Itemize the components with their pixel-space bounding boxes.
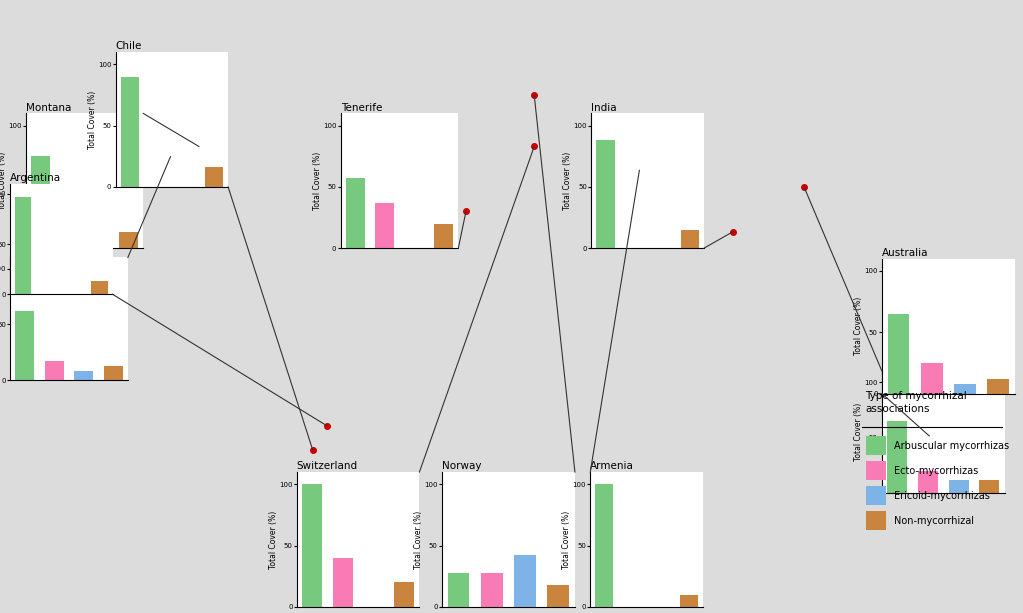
Bar [121,77,139,187]
Y-axis label: Total Cover (%): Total Cover (%) [564,151,572,210]
Text: Ecto-mycorrhizas: Ecto-mycorrhizas [894,466,978,476]
FancyBboxPatch shape [865,486,886,505]
Bar [75,371,93,380]
Bar [596,140,615,248]
Text: Arbuscular mycorrhizas: Arbuscular mycorrhizas [894,441,1010,451]
Text: Switzerland: Switzerland [297,461,358,471]
Bar [918,471,938,493]
Text: India: India [591,102,617,113]
Bar [14,197,32,294]
Text: Montana: Montana [26,102,71,113]
Bar [394,582,414,607]
Text: Australia: Australia [882,248,928,258]
Text: Tenerife: Tenerife [341,102,382,113]
FancyBboxPatch shape [865,461,886,481]
Y-axis label: Total Cover (%): Total Cover (%) [414,510,422,569]
Bar [91,281,108,294]
Bar [680,230,699,248]
Bar [45,361,63,380]
Bar [332,558,353,607]
Y-axis label: Total Cover (%): Total Cover (%) [854,297,862,356]
Bar [15,311,35,380]
Bar [987,379,1009,394]
Text: Non-mycorrhizal: Non-mycorrhizal [894,516,974,526]
Bar [60,234,79,248]
Bar [921,363,942,394]
Bar [119,232,138,248]
Bar [346,178,365,248]
Text: Argentina: Argentina [10,173,61,183]
Bar [954,384,976,394]
Text: Norway: Norway [442,461,482,471]
Y-axis label: Total Cover (%): Total Cover (%) [313,151,321,210]
Text: Armenia: Armenia [590,461,634,471]
Bar [375,203,394,248]
Bar [979,480,999,493]
Y-axis label: Total Cover (%): Total Cover (%) [269,510,277,569]
Bar [103,365,123,380]
Bar [302,484,322,607]
Y-axis label: Total Cover (%): Total Cover (%) [854,403,862,462]
Bar [205,167,223,187]
Text: Oregon: Oregon [10,246,49,257]
Bar [888,314,909,394]
Text: Chile: Chile [116,41,142,51]
Y-axis label: Total Cover (%): Total Cover (%) [563,510,571,569]
Bar [515,555,536,607]
Bar [887,421,907,493]
Y-axis label: Total Cover (%): Total Cover (%) [88,90,96,149]
Bar [547,585,569,607]
FancyBboxPatch shape [865,436,886,455]
Bar [448,573,470,607]
Bar [434,224,453,248]
Text: China: China [882,360,911,370]
Bar [679,595,698,607]
Bar [948,480,969,493]
Text: Type of mycorrhizal
associations: Type of mycorrhizal associations [865,390,968,414]
Bar [481,573,502,607]
Bar [595,484,614,607]
Text: Ericoid-mycorrhizas: Ericoid-mycorrhizas [894,491,990,501]
Bar [31,156,50,248]
FancyBboxPatch shape [865,511,886,530]
Y-axis label: Total Cover (%): Total Cover (%) [0,151,6,210]
